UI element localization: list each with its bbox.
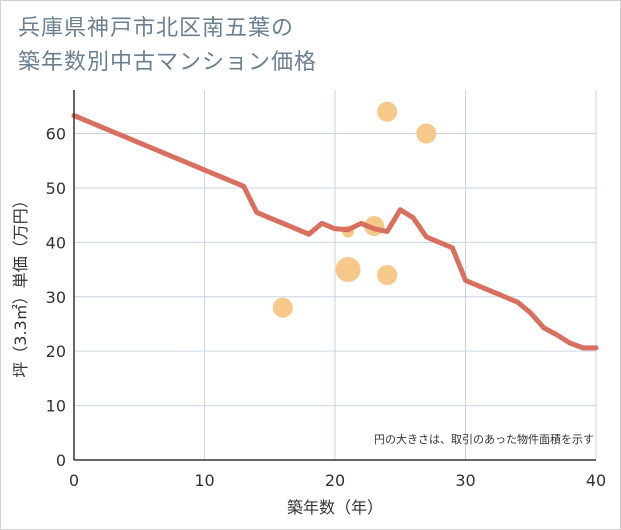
chart-title: 兵庫県神戸市北区南五葉の 築年数別中古マンション価格 [18,12,317,80]
x-tick-label-0: 0 [69,471,79,490]
y-tick-label-10: 10 [46,397,66,416]
bubble-point-4 [377,265,398,285]
y-tick-label-0: 0 [56,451,66,470]
bubble-size-note: 円の大きさは、取引のあった物件面積を示す [374,432,594,446]
price-trend-line [71,113,599,351]
y-tick-label-40: 40 [46,233,66,252]
y-tick-label-20: 20 [46,342,66,361]
x-tick-label-20: 20 [325,471,345,490]
title-line-2: 築年数別中古マンション価格 [18,50,318,75]
bubble-point-0 [272,297,293,318]
y-tick-label-60: 60 [46,125,66,144]
y-tick-label-50: 50 [46,179,66,198]
tick-labels: 0 10 20 30 40 0 10 20 30 40 50 60 [46,125,607,490]
bubble-series [272,101,437,318]
x-tick-label-30: 30 [455,471,475,490]
bubble-point-6 [416,123,437,144]
title-line-1: 兵庫県神戸市北区南五葉の [18,16,295,41]
grid [74,90,597,460]
x-axis-label: 築年数（年） [287,498,383,517]
y-tick-label-30: 30 [46,288,66,307]
y-axis-label: 坪（3.3㎡）単価（万円） [11,192,30,377]
x-tick-label-10: 10 [194,471,214,490]
bubble-point-5 [377,101,398,122]
axes [73,90,596,461]
x-tick-label-40: 40 [586,471,606,490]
bubble-point-1 [335,257,361,283]
